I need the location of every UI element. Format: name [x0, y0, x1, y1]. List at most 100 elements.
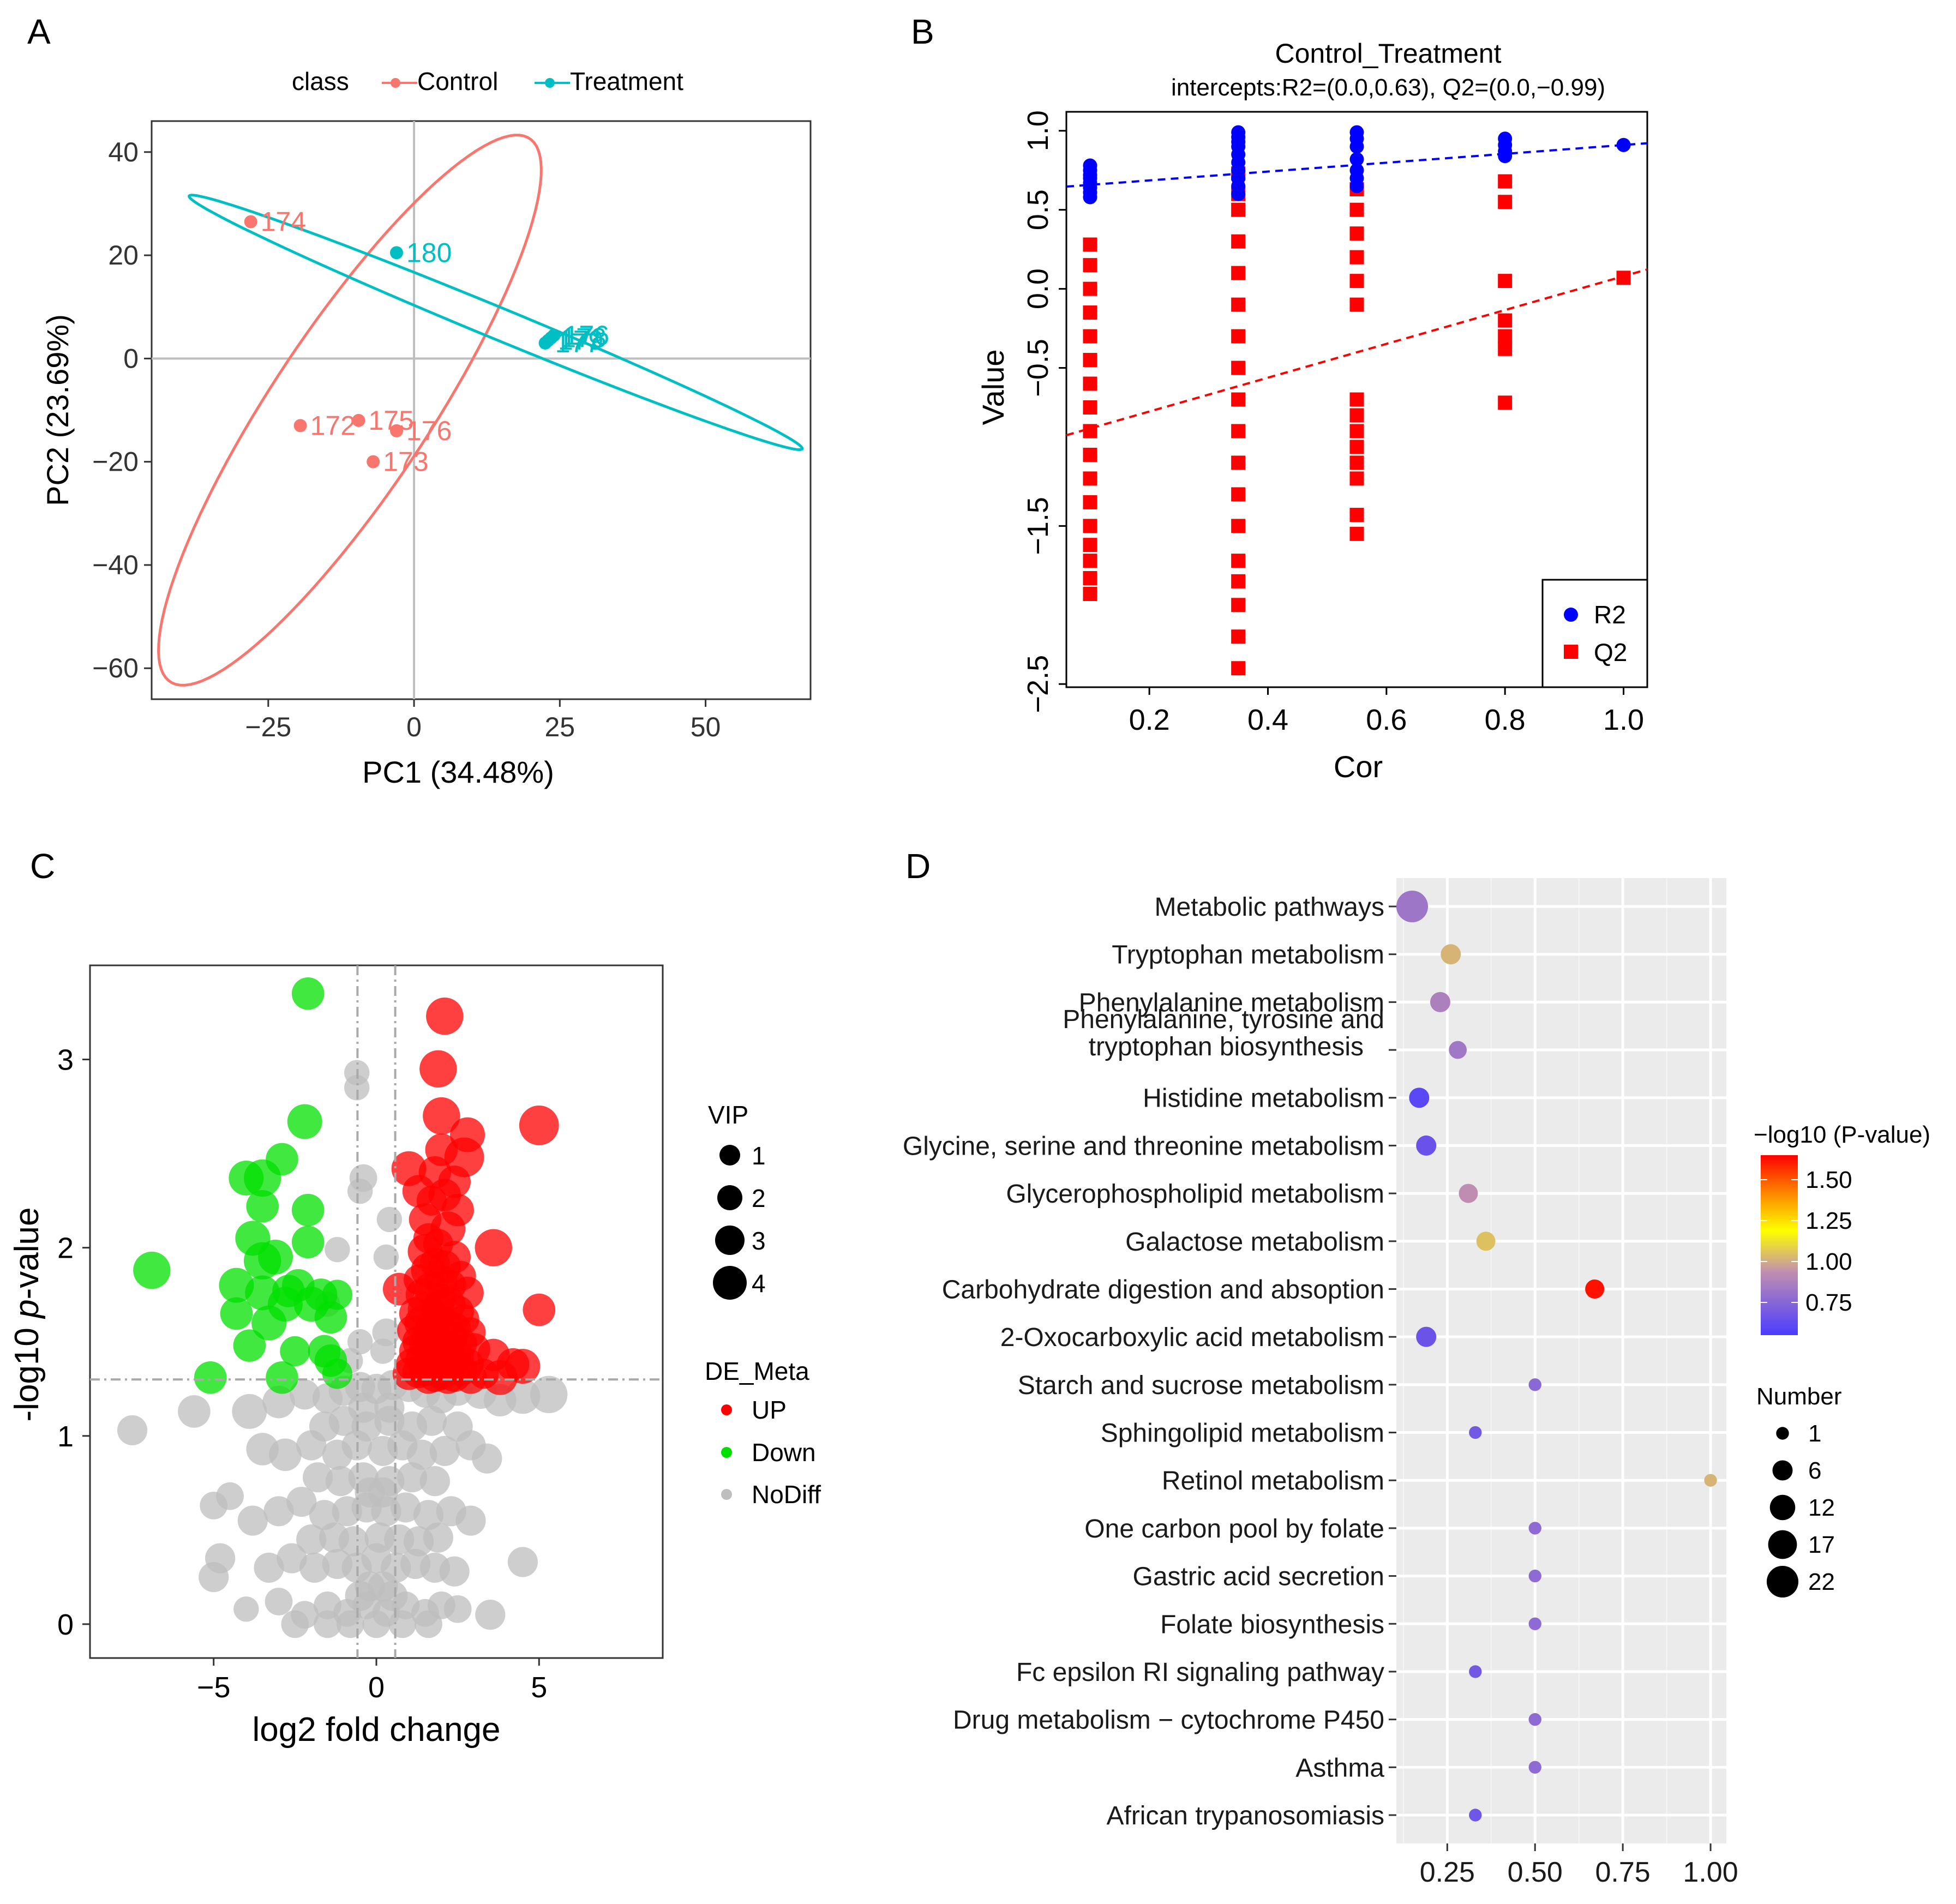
- panel-letter-a: A: [27, 12, 51, 51]
- panel-c-up-point: [423, 1097, 460, 1135]
- panel-d-pathway-point: [1441, 944, 1461, 965]
- panel-c-nodiff-point: [455, 1505, 486, 1536]
- panel-c-legend-up-marker: [721, 1404, 732, 1415]
- panel-b-q2-point: [1349, 526, 1364, 541]
- panel-a-legend-control-marker: [391, 78, 400, 88]
- panel-c-nodiff-point: [290, 1379, 320, 1410]
- panel-c-nodiff-point: [178, 1395, 211, 1428]
- panel-b-legend: R2 Q2: [1541, 579, 1648, 688]
- panel-c-nodiff-point: [309, 1500, 340, 1530]
- panel-d-pathway-label: Gastric acid secretion: [1132, 1563, 1384, 1591]
- panel-c-legend-nodiff-marker: [721, 1489, 732, 1500]
- panel-b-q2-point: [1231, 487, 1246, 502]
- panel-c-chart: −5 0 5 0 1 2 3 log2 fold change -log10 p-value…: [8, 964, 821, 1749]
- panel-d-pathway-point: [1528, 1713, 1541, 1726]
- panel-b-q2-point: [1349, 471, 1364, 486]
- panel-b-q2-point: [1231, 329, 1246, 344]
- panel-c-down-point: [322, 1359, 353, 1389]
- panel-b-y-title: Value: [976, 349, 1010, 425]
- panel-d-size-legend-marker: [1769, 1494, 1796, 1521]
- panel-c-nodiff-point: [237, 1505, 268, 1536]
- panel-b-q2-point: [1349, 226, 1364, 241]
- panel-b-q2-point: [1349, 455, 1364, 470]
- panel-a-x-tick-label: 25: [545, 712, 575, 742]
- panel-d-pathway-point: [1469, 1665, 1482, 1678]
- panel-b-legend-q2: Q2: [1594, 638, 1627, 666]
- panel-b-q2-point: [1231, 202, 1246, 217]
- panel-b-q2-point: [1083, 305, 1097, 320]
- panel-b-q2-point: [1498, 174, 1513, 189]
- panel-a-y-tick-label: 20: [108, 240, 139, 271]
- panel-d-size-legend-title: Number: [1756, 1383, 1842, 1410]
- panel-b-x-tick-label: 0.6: [1366, 704, 1407, 736]
- panel-c-legend-up: UP: [752, 1396, 787, 1424]
- panel-c-nodiff-point: [413, 1500, 444, 1530]
- panel-c-nodiff-point: [442, 1411, 473, 1442]
- panel-c-x-title: log2 fold change: [252, 1711, 500, 1749]
- panel-d-chart: Metabolic pathways Tryptophan metabolism P…: [903, 878, 1930, 1888]
- panel-d-size-legend-marker: [1772, 1460, 1793, 1481]
- panel-b-y-tick-label: −1.5: [1022, 497, 1054, 555]
- panel-d-pathway-label: Galactose metabolism: [1125, 1228, 1384, 1257]
- panel-b-title: Control_Treatment: [1275, 38, 1502, 69]
- panel-b-q2-point: [1231, 234, 1246, 249]
- panel-b-chart: Control_Treatment intercepts:R2=(0.0,0.6…: [976, 38, 1648, 784]
- panel-c-nodiff-point: [233, 1596, 259, 1622]
- panel-b-q2-point: [1231, 266, 1246, 280]
- panel-d-x-tick-label: 0.75: [1595, 1857, 1651, 1888]
- panel-c-nodiff-point: [348, 1392, 379, 1423]
- panel-b-q2-point: [1349, 424, 1364, 439]
- panel-b-q2-point: [1349, 440, 1364, 454]
- panel-a-y-tick-label: 0: [123, 343, 139, 374]
- panel-c-nodiff-point: [263, 1496, 294, 1527]
- panel-b-q2-point: [1231, 392, 1246, 407]
- panel-b-y-tick-label: −2.5: [1022, 655, 1054, 713]
- panel-b-legend-q2-marker: [1564, 645, 1578, 659]
- panel-b-r2-point: [1349, 139, 1364, 154]
- panel-c-down-point: [287, 1104, 322, 1139]
- panel-c-nodiff-point: [232, 1394, 267, 1429]
- panel-d-color-legend-title: −log10 (P-value): [1754, 1121, 1930, 1148]
- panel-c-nodiff-point: [347, 1329, 373, 1355]
- panel-d-pathway-label: Glycine, serine and threonine metabolism: [903, 1132, 1384, 1161]
- panel-d-pathway-point: [1416, 1326, 1437, 1347]
- panel-b-axes: 0.2 0.4 0.6 0.8 1.0 1.0 0.5 0.0 −0.5 −1.5 −2.5: [1022, 110, 1644, 736]
- panel-d-pathway-point: [1476, 1232, 1496, 1251]
- panel-b-q2-point: [1083, 519, 1097, 533]
- panel-d-pathway-labels: Metabolic pathways Tryptophan metabolism P…: [903, 893, 1396, 1830]
- panel-a-point: [389, 424, 403, 437]
- panel-a-y-tick-label: −60: [92, 653, 139, 683]
- panel-c-down-point: [266, 1143, 298, 1176]
- panel-c-nodiff-point: [397, 1462, 428, 1493]
- panel-a-point-label: 173: [383, 447, 428, 477]
- panel-c-legend-de-title: DE_Meta: [705, 1357, 809, 1385]
- panel-c-nodiff-point: [254, 1552, 284, 1583]
- panel-c-x-tick-label: −5: [197, 1671, 231, 1704]
- panel-b-q2-point: [1349, 508, 1364, 522]
- panel-b-x-tick-label: 0.2: [1129, 704, 1170, 736]
- panel-d-x-tick-label: 0.25: [1420, 1857, 1475, 1888]
- panel-a-point-label: 177: [555, 328, 601, 358]
- panel-c-down-point: [291, 1193, 325, 1227]
- panel-a-axes: −25 0 25 50 40 20 0 −20 −40 −60: [92, 121, 811, 742]
- panel-c-nodiff-point: [286, 1486, 317, 1517]
- panel-d-pathway-point: [1469, 1426, 1482, 1439]
- panel-c-nodiff-point: [429, 1435, 460, 1466]
- panel-a-y-tick-label: −40: [92, 550, 139, 580]
- panel-c-nodiff-point: [314, 1610, 341, 1638]
- panel-d-color-legend: −log10 (P-value) 1.50 1.25 1.00 0.75 Number…: [1754, 1121, 1930, 1598]
- panel-c-up-point: [519, 1105, 559, 1145]
- panel-b-r2-point: [1498, 149, 1513, 164]
- panel-c-down-point: [314, 1301, 347, 1334]
- panel-c-nodiff-point: [507, 1547, 538, 1577]
- panel-b-q2-point: [1083, 554, 1097, 568]
- panel-b-q2-point: [1083, 538, 1097, 552]
- panel-d-x-tick-label: 0.50: [1508, 1857, 1563, 1888]
- panel-c-nodiff-point: [345, 1581, 375, 1611]
- panel-d-pathway-label: Retinol metabolism: [1162, 1467, 1384, 1495]
- panel-d-pathway-point: [1449, 1041, 1467, 1059]
- panel-d-pathway-point: [1528, 1378, 1541, 1391]
- panel-d-pathway-label: Phenylalanine, tyrosine and: [1063, 1005, 1384, 1034]
- panel-d-size-legend-marker: [1768, 1530, 1797, 1559]
